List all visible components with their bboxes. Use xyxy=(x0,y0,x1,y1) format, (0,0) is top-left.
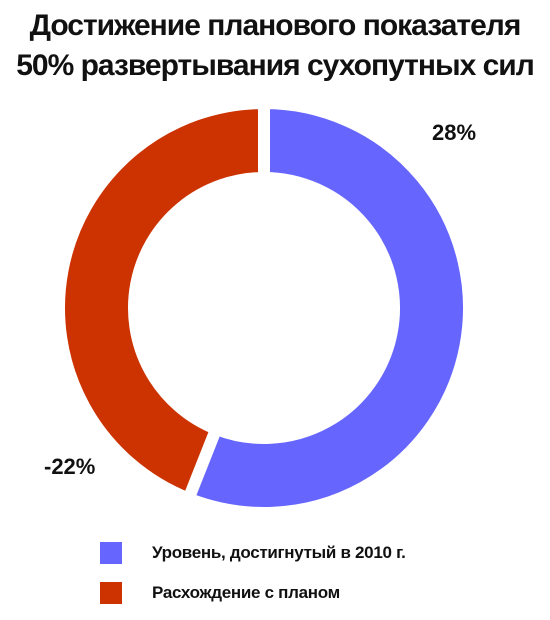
legend-label-gap: Расхождение с планом xyxy=(152,583,340,602)
data-label-gap: -22% xyxy=(44,454,95,479)
slice-achieved xyxy=(180,96,475,519)
chart-legend: Уровень, достигнутый в 2010 г. Расхожден… xyxy=(100,540,406,620)
legend-swatch-gap xyxy=(100,582,122,604)
legend-item-gap: Расхождение с планом xyxy=(100,580,406,606)
slice-gap xyxy=(53,96,270,507)
chart-subtitle: 50% развертывания сухопутных сил xyxy=(16,49,535,82)
legend-label-achieved: Уровень, достигнутый в 2010 г. xyxy=(152,543,406,562)
chart-title-block: Достижение планового показателя 50% разв… xyxy=(0,6,550,86)
data-label-achieved: 28% xyxy=(432,120,476,145)
legend-swatch-achieved xyxy=(100,542,122,564)
chart-title: Достижение планового показателя xyxy=(29,9,522,42)
legend-item-achieved: Уровень, достигнутый в 2010 г. xyxy=(100,540,406,566)
